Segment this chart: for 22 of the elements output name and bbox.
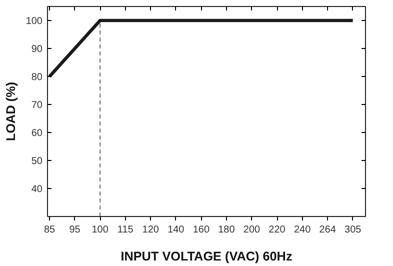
x-tick-label: 100 (92, 224, 109, 236)
y-tick-label: 90 (31, 44, 43, 55)
x-tick-label: 200 (243, 224, 261, 236)
x-tick-label: 264 (319, 224, 336, 236)
x-tick-label: 115 (117, 224, 134, 236)
x-tick-label: 240 (294, 224, 312, 236)
y-tick-label: 70 (31, 100, 43, 111)
y-tick-label: 80 (31, 72, 43, 83)
x-tick-label: 85 (44, 224, 56, 236)
y-tick-label: 40 (31, 184, 43, 195)
x-tick-label: 120 (142, 224, 160, 236)
y-axis-title: LOAD (%) (4, 82, 18, 142)
y-tick-label: 100 (26, 16, 43, 27)
x-tick-label: 140 (168, 224, 185, 236)
y-tick-label: 50 (31, 156, 43, 167)
x-tick-label: 220 (268, 224, 286, 236)
x-tick-label: 95 (69, 224, 81, 236)
x-axis-title: INPUT VOLTAGE (VAC) 60Hz (120, 250, 292, 264)
x-tick-label: 180 (218, 224, 236, 236)
x-tick-label: 305 (344, 224, 362, 236)
y-tick-label: 60 (31, 128, 43, 139)
x-tick-label: 160 (192, 224, 210, 236)
